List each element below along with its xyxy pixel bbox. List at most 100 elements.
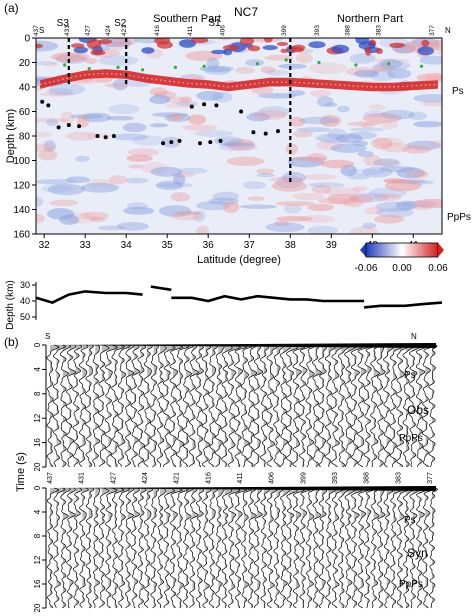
amplitude-blob bbox=[349, 127, 385, 132]
amplitude-blob bbox=[256, 172, 275, 178]
trace bbox=[130, 487, 141, 609]
deep-point bbox=[56, 125, 61, 130]
trace bbox=[175, 344, 190, 468]
amplitude-blob bbox=[217, 38, 233, 41]
amplitude-blob bbox=[69, 114, 104, 119]
trace-fill bbox=[367, 345, 374, 467]
trace-fill bbox=[192, 488, 199, 608]
amplitude-blob bbox=[175, 211, 201, 216]
trace bbox=[279, 344, 291, 468]
amplitude-blob bbox=[379, 58, 402, 70]
amplitude-blob bbox=[80, 211, 109, 220]
station-label: 431 bbox=[64, 25, 71, 36]
deep-point bbox=[214, 103, 219, 108]
trace bbox=[344, 344, 356, 468]
amplitude-blob bbox=[65, 131, 99, 141]
station-label: 399 bbox=[300, 472, 307, 484]
station-label: 431 bbox=[79, 472, 86, 484]
trace bbox=[60, 487, 71, 609]
deep-point bbox=[46, 103, 51, 108]
trace-fill bbox=[140, 345, 146, 467]
shallow-point bbox=[354, 63, 358, 67]
trace bbox=[253, 344, 264, 468]
trace bbox=[65, 344, 77, 468]
amplitude-blob bbox=[59, 214, 80, 225]
moho-tick-label-30: 30 bbox=[20, 280, 30, 290]
surface-blob bbox=[239, 38, 255, 45]
amplitude-blob bbox=[272, 180, 308, 192]
amplitude-blob bbox=[257, 93, 297, 99]
surface-blob bbox=[389, 42, 405, 48]
amplitude-blob bbox=[421, 101, 442, 107]
amplitude-blob bbox=[374, 137, 403, 147]
trace bbox=[395, 344, 409, 468]
station-label: 416 bbox=[154, 25, 161, 36]
trace-fill bbox=[270, 345, 277, 467]
shallow-point bbox=[284, 58, 288, 62]
deep-point bbox=[251, 130, 256, 135]
trace bbox=[416, 487, 427, 609]
deep-point bbox=[111, 134, 116, 138]
trace-fill bbox=[108, 345, 118, 467]
amplitude-blob bbox=[46, 118, 58, 126]
surface-blob bbox=[141, 47, 155, 54]
amplitude-blob bbox=[381, 142, 411, 153]
station-label: 411 bbox=[187, 25, 194, 36]
ps-phase-label-syn: Ps bbox=[404, 515, 416, 526]
obs-traces bbox=[46, 343, 438, 468]
trace bbox=[402, 344, 415, 468]
trace-fill bbox=[412, 345, 420, 467]
surface-blob bbox=[248, 45, 261, 52]
surface-blob bbox=[417, 46, 435, 56]
station-label: 388 bbox=[364, 472, 371, 484]
panel-b-ylabel: Time (s) bbox=[15, 452, 27, 492]
surface-blob bbox=[421, 39, 430, 47]
syn-time-tick-label: 0 bbox=[33, 485, 42, 490]
trace bbox=[241, 487, 253, 609]
amplitude-blob bbox=[405, 169, 429, 178]
trace bbox=[72, 487, 83, 609]
trace-fill bbox=[321, 345, 327, 467]
amplitude-blob bbox=[126, 154, 153, 162]
amplitude-blob bbox=[268, 176, 306, 182]
syn-time-tick-label: 4 bbox=[33, 509, 42, 514]
deep-point bbox=[177, 138, 182, 143]
amplitude-blob bbox=[36, 117, 70, 123]
surface-blob bbox=[190, 38, 209, 44]
trace-fill bbox=[432, 488, 438, 608]
station-label: 424 bbox=[105, 25, 112, 36]
amplitude-blob bbox=[371, 63, 396, 72]
amplitude-blob bbox=[310, 90, 331, 98]
station-label: 416 bbox=[205, 472, 212, 484]
surface-blob bbox=[355, 38, 370, 45]
amplitude-blob bbox=[362, 166, 393, 178]
trace-fill bbox=[69, 345, 76, 467]
trace bbox=[324, 344, 336, 468]
amplitude-blob bbox=[307, 226, 339, 234]
amplitude-blob bbox=[164, 103, 195, 108]
trace-fill bbox=[399, 488, 409, 608]
moho-ylabel: Depth (km) bbox=[5, 280, 16, 329]
trace-fill bbox=[367, 488, 374, 608]
trace bbox=[390, 487, 402, 608]
obs-time-tick-label: 16 bbox=[33, 438, 42, 447]
amplitude-blob bbox=[376, 207, 414, 218]
amplitude-blob bbox=[36, 179, 76, 185]
y-tick-label: 60 bbox=[19, 107, 31, 118]
trace-fill bbox=[179, 345, 189, 467]
trace bbox=[234, 344, 248, 468]
trace-fill bbox=[386, 345, 393, 467]
surface-blob bbox=[308, 41, 326, 49]
station-label: 424 bbox=[142, 472, 149, 484]
surface-blob bbox=[86, 39, 102, 49]
colorbar bbox=[365, 242, 439, 258]
trace bbox=[280, 487, 291, 609]
trace-fill bbox=[257, 345, 263, 467]
amplitude-blob bbox=[288, 90, 306, 96]
panel-b-north-marker: N bbox=[411, 332, 417, 341]
amplitude-blob bbox=[308, 62, 348, 75]
trace-fill bbox=[315, 345, 322, 467]
amplitude-blob bbox=[66, 176, 90, 183]
amplitude-blob bbox=[116, 222, 149, 231]
